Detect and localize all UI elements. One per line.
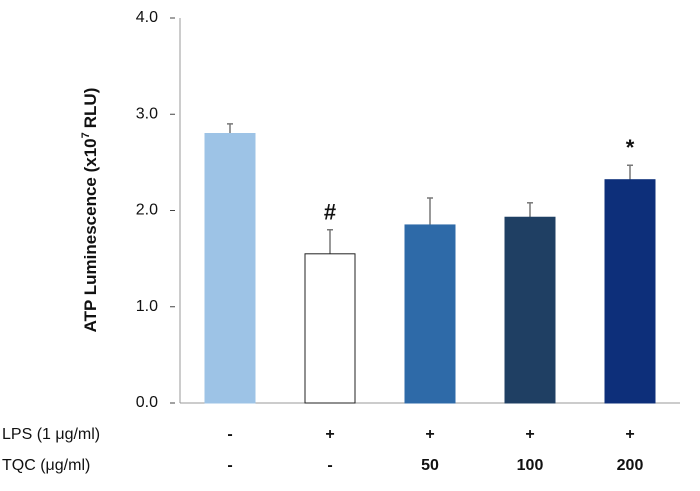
bar [204, 133, 256, 404]
y-tick-label: 3.0 [136, 105, 158, 122]
x-tick-label: + [425, 426, 434, 443]
y-tick-label: 0.0 [136, 394, 158, 411]
y-tick-label: 1.0 [136, 298, 158, 315]
y-tick-label: 4.0 [136, 9, 158, 26]
y-tick-label: 2.0 [136, 202, 158, 219]
x-tick-label: + [325, 426, 334, 443]
bar [404, 224, 456, 404]
y-axis-label: ATP Luminescence (x107 RLU) [80, 88, 101, 333]
annotation: # [324, 200, 336, 225]
y-label-main: ATP Luminescence (x10 [81, 138, 100, 332]
x-tick-label: 100 [517, 457, 544, 474]
x-tick-label: 200 [617, 457, 644, 474]
x-tick-label: 50 [421, 457, 439, 474]
x-tick-label: - [327, 457, 332, 474]
y-label-sup: 7 [80, 132, 92, 138]
x-tick-label: + [525, 426, 534, 443]
row-label: TQC (μg/ml) [2, 457, 90, 474]
y-label-tail: RLU) [81, 88, 100, 129]
x-tick-label: - [227, 426, 232, 443]
x-tick-label: + [625, 426, 634, 443]
bar [504, 216, 556, 404]
row-label: LPS (1 μg/ml) [2, 426, 100, 443]
annotation: * [626, 135, 635, 160]
bar [604, 179, 656, 404]
bar [304, 253, 356, 404]
x-tick-label: - [227, 457, 232, 474]
